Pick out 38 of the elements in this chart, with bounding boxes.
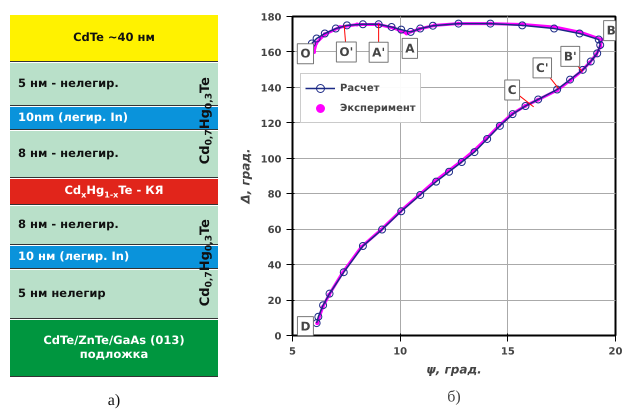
x-tick-label: 5 xyxy=(289,346,296,358)
annotation: O' xyxy=(339,44,354,59)
x-tick-label: 15 xyxy=(500,346,515,358)
x-tick-label: 20 xyxy=(608,346,622,358)
annotation: D xyxy=(300,320,310,334)
annotation: O xyxy=(300,46,311,61)
y-tick-label: 140 xyxy=(260,83,282,94)
annotation: B xyxy=(606,24,616,38)
y-tick-label: 0 xyxy=(274,332,282,342)
text: б) xyxy=(447,388,461,406)
annotation: C' xyxy=(536,60,549,75)
category-label: 5 нм - нелегир. xyxy=(18,76,119,91)
y-tick-label: 160 xyxy=(260,48,282,59)
y-tick-label: 60 xyxy=(268,225,282,236)
annotation: A xyxy=(405,41,416,56)
x-tick-label: 10 xyxy=(393,346,408,358)
text: а) xyxy=(106,391,122,411)
y-axis-title: Δ, град. xyxy=(238,148,253,205)
category-label: 10 нм (легир. In) xyxy=(18,249,130,264)
y-tick-label: 120 xyxy=(260,118,282,130)
annotation: A' xyxy=(372,45,386,60)
category-label: 8 нм - нелегир. xyxy=(18,217,119,232)
annotation: C xyxy=(508,83,517,98)
x-axis-title: ψ, град. xyxy=(426,362,482,376)
y-tick-label: 180 xyxy=(260,12,282,24)
annotation: B' xyxy=(564,49,577,64)
legend-label: Эксперимент xyxy=(340,102,416,114)
category-label: Cd$_{x}$Hg$_{1-x}$Te - КЯ xyxy=(64,182,164,200)
category-label: CdTe ~40 нм xyxy=(73,30,155,45)
y-tick-label: 100 xyxy=(260,154,282,166)
legend-label: Расчет xyxy=(340,82,380,94)
y-tick-label: 80 xyxy=(268,190,282,201)
category-label: 8 нм - нелегир. xyxy=(18,146,119,161)
category-label: CdTe/ZnTe/GaAs (013) подложка xyxy=(42,333,186,362)
category-label: 5 нм нелегир xyxy=(18,286,106,301)
y-tick-label: 20 xyxy=(268,296,282,308)
category-label: 10nm (легир. In) xyxy=(18,110,128,125)
y-tick-label: 40 xyxy=(268,260,282,272)
